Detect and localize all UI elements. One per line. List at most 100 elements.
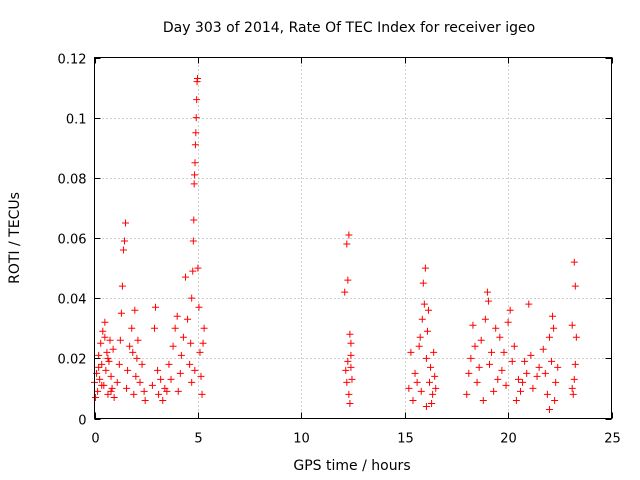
data-point: [131, 306, 139, 314]
data-point: [108, 384, 116, 392]
data-point: [98, 360, 106, 368]
data-point: [133, 354, 141, 362]
data-point: [504, 318, 512, 326]
y-tick-label: 0.12: [58, 53, 87, 68]
data-point: [413, 378, 421, 386]
data-point: [543, 390, 551, 398]
data-point: [550, 324, 558, 332]
data-point: [525, 300, 533, 308]
data-point: [195, 303, 203, 311]
data-point: [104, 390, 112, 398]
y-tick-label: 0.08: [58, 173, 87, 188]
data-point: [510, 342, 518, 350]
data-point: [343, 378, 351, 386]
data-point: [173, 312, 181, 320]
x-tick-label: 25: [604, 432, 621, 447]
data-point: [346, 399, 354, 407]
data-point: [343, 240, 351, 248]
y-tick-label: 0.04: [58, 293, 87, 308]
data-point: [423, 327, 431, 335]
data-point: [187, 339, 195, 347]
data-point: [129, 348, 137, 356]
data-point: [103, 348, 111, 356]
data-point: [184, 315, 192, 323]
data-point: [488, 348, 496, 356]
data-point: [416, 333, 424, 341]
data-point: [177, 351, 185, 359]
data-point: [498, 366, 506, 374]
grid-lines: [94, 57, 612, 419]
data-point: [118, 282, 126, 290]
data-point: [427, 363, 435, 371]
data-point: [429, 390, 437, 398]
data-point: [467, 354, 475, 362]
y-tick-label: 0.02: [58, 353, 87, 368]
data-point: [421, 264, 429, 272]
data-point: [508, 357, 516, 365]
data-point: [539, 345, 547, 353]
data-point: [463, 390, 471, 398]
data-point: [568, 321, 576, 329]
chart-title: Day 303 of 2014, Rate Of TEC Index for r…: [163, 20, 535, 36]
data-point: [130, 390, 138, 398]
data-point: [554, 363, 562, 371]
data-point: [199, 339, 207, 347]
data-point: [134, 336, 142, 344]
data-point: [122, 219, 130, 227]
data-point: [341, 288, 349, 296]
data-point: [116, 336, 124, 344]
data-point: [496, 333, 504, 341]
y-tick-label: 0.06: [58, 233, 87, 248]
data-point: [167, 375, 175, 383]
data-point: [155, 390, 163, 398]
data-point: [348, 375, 356, 383]
data-point: [171, 324, 179, 332]
data-point: [485, 360, 493, 368]
data-points: [91, 75, 580, 413]
data-point: [545, 333, 553, 341]
data-point: [128, 324, 136, 332]
data-point: [492, 324, 500, 332]
data-point: [481, 315, 489, 323]
data-point: [120, 237, 128, 245]
data-point: [469, 321, 477, 329]
y-tick-label: 0.1: [66, 113, 87, 128]
data-point: [140, 387, 148, 395]
data-point: [191, 159, 199, 167]
data-point: [409, 396, 417, 404]
y-axis-ticks: 0 0.02 0.04 0.06 0.08 0.1 0.12: [58, 53, 612, 429]
data-point: [432, 384, 440, 392]
data-point: [109, 345, 117, 353]
data-point: [417, 387, 425, 395]
data-point: [154, 366, 162, 374]
data-point: [198, 390, 206, 398]
data-point: [197, 372, 205, 380]
data-point: [344, 276, 352, 284]
data-point: [97, 339, 105, 347]
data-point: [176, 369, 184, 377]
data-point: [490, 387, 498, 395]
data-point: [188, 294, 196, 302]
data-point: [191, 171, 199, 179]
data-point: [190, 180, 198, 188]
data-point: [115, 360, 123, 368]
data-point: [512, 396, 520, 404]
data-point: [132, 372, 140, 380]
data-point: [419, 279, 427, 287]
data-point: [96, 375, 104, 383]
data-point: [150, 324, 158, 332]
data-point: [99, 327, 107, 335]
data-point: [104, 354, 112, 362]
data-point: [110, 393, 118, 401]
data-point: [465, 369, 473, 377]
data-point: [345, 231, 353, 239]
data-point: [527, 351, 535, 359]
data-point: [422, 402, 430, 410]
data-point: [152, 303, 160, 311]
data-point: [181, 273, 189, 281]
data-point: [200, 324, 208, 332]
data-point: [192, 114, 200, 122]
data-point: [521, 357, 529, 365]
data-point: [126, 342, 134, 350]
data-point: [124, 366, 132, 374]
